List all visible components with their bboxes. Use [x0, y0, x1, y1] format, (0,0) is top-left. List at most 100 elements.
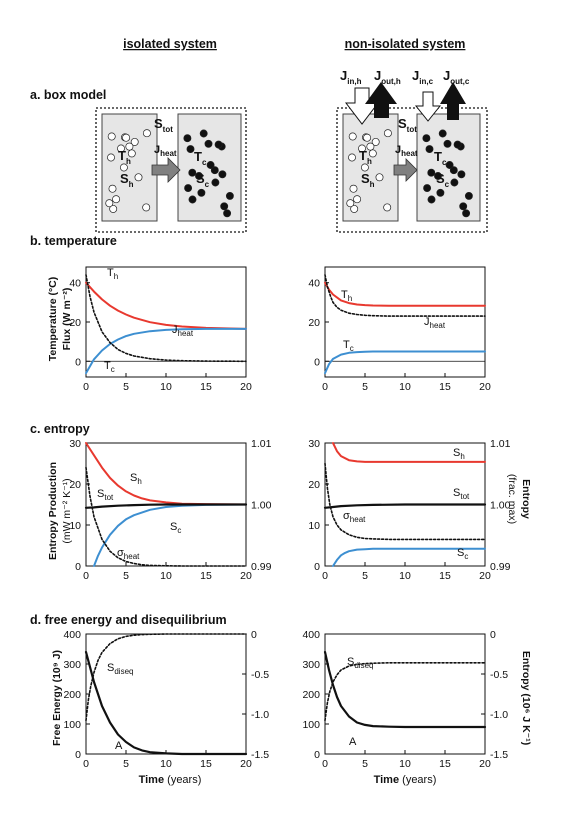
- particle: [427, 168, 436, 177]
- x-tick-label: 5: [123, 570, 129, 582]
- svg-text:Stot: Stot: [398, 116, 417, 134]
- x-tick-label: 20: [240, 381, 252, 393]
- heat-flow-arrow: [151, 157, 181, 183]
- particle: [383, 203, 392, 212]
- particle: [108, 184, 117, 193]
- x-tick-label: 0: [322, 570, 328, 582]
- particle: [453, 140, 462, 149]
- output-arrow-cold: [440, 82, 466, 120]
- particle: [438, 129, 447, 138]
- plot-frame: [324, 266, 486, 378]
- particle: [197, 188, 206, 197]
- series-A: [84, 650, 248, 756]
- panel-b-isolated: 0 5 10 15 20 0 20 40: [69, 266, 252, 393]
- particle: [199, 129, 208, 138]
- particle: [127, 149, 136, 158]
- entropy-abs-axis-title: Entropy (10⁶ J K⁻¹): [520, 651, 532, 745]
- section-b-label: b. temperature: [30, 234, 117, 248]
- particle: [348, 153, 356, 162]
- particle: [353, 195, 362, 204]
- label-A: A: [115, 740, 123, 752]
- cold-particles: [422, 129, 473, 218]
- curve-labels: Th Tc Jheat Th Tc Jheat Sh Stot Sc σheat…: [97, 267, 470, 752]
- y-tick-label: 100: [63, 719, 81, 731]
- particle: [449, 166, 458, 175]
- label-tot: tot: [163, 125, 174, 134]
- particle: [184, 184, 193, 193]
- label-Sc: Sc: [170, 521, 181, 535]
- x-tick-label: 20: [479, 381, 491, 393]
- particle: [206, 161, 215, 169]
- label-Jheat: Jheat: [172, 324, 194, 338]
- panel-b-non-isolated: 0 5 10 15 20 0 20 40: [308, 266, 491, 393]
- y-tick-label: 0: [314, 749, 320, 761]
- particle: [112, 195, 121, 204]
- particle: [371, 137, 380, 146]
- y-tick-label: 20: [69, 479, 81, 491]
- particle: [210, 166, 219, 175]
- series-Sdiseq: [324, 661, 486, 722]
- x-tick-label: 0: [322, 381, 328, 393]
- series-Stot: [84, 503, 248, 509]
- hot-particles: [346, 129, 392, 213]
- label-S: S: [154, 116, 163, 131]
- x-tick-label: 0: [83, 758, 89, 770]
- particle: [462, 209, 471, 218]
- particle: [183, 134, 192, 143]
- particle: [459, 202, 468, 211]
- x-tick-label: 0: [83, 570, 89, 582]
- particle: [186, 145, 195, 154]
- x-tick-label: 20: [240, 758, 252, 770]
- series-Stot: [323, 503, 487, 509]
- svg-text:Sc: Sc: [436, 171, 450, 189]
- svg-text:Jin,c: Jin,c: [412, 68, 434, 86]
- svg-text:Jin,h: Jin,h: [340, 68, 362, 86]
- particle: [425, 145, 434, 154]
- series-Th: [85, 281, 247, 330]
- heat-flow-arrow: [393, 158, 418, 182]
- right-y-tick-label: 0: [490, 629, 496, 641]
- ent-prod-axis-unit: (mW m⁻² K⁻¹): [61, 478, 73, 543]
- header-isolated: isolated system: [123, 37, 217, 51]
- label-Sdiseq: Sdiseq: [107, 662, 133, 676]
- x-tick-label: 10: [399, 570, 411, 582]
- particle: [188, 195, 197, 204]
- particle: [366, 142, 375, 151]
- svg-text:Stot: Stot: [154, 116, 173, 134]
- series-Jheat: [85, 274, 247, 363]
- label-Jheat: Jheat: [424, 316, 446, 330]
- ent-frac-axis-title: Entropy: [520, 479, 532, 519]
- right-y-tick-label: -1.5: [490, 749, 508, 761]
- particle: [105, 199, 114, 208]
- box-model-isolated: Stot Th Sh Jheat Tc Sc: [95, 107, 247, 233]
- ent-frac-axis-unit: (frac. max): [506, 474, 518, 524]
- y-tick-label: 40: [69, 278, 81, 290]
- particle: [445, 161, 454, 169]
- series-sigma-heat: [324, 462, 486, 541]
- x-tick-label: 5: [362, 758, 368, 770]
- series-Sdiseq: [85, 633, 247, 722]
- x-tick-label: 15: [200, 381, 212, 393]
- right-y-tick-label: 0: [251, 629, 257, 641]
- particle: [346, 199, 355, 208]
- y-tick-label: 30: [308, 438, 320, 450]
- series-sigma-heat: [85, 466, 247, 567]
- axis-titles: Temperature (°C) Flux (W m⁻²) Entropy Pr…: [47, 277, 532, 786]
- right-y-tick-label: 1.01: [251, 438, 272, 450]
- y-tick-label: 0: [314, 356, 320, 368]
- y-tick-label: 200: [302, 689, 320, 701]
- particle: [450, 178, 459, 187]
- particle: [363, 133, 372, 142]
- label-Sh: Sh: [130, 472, 142, 486]
- x-tick-label: 15: [200, 758, 212, 770]
- particle: [427, 195, 436, 204]
- particle: [464, 191, 473, 200]
- output-arrow-hot: [365, 82, 397, 118]
- particle: [107, 132, 116, 141]
- label-Th: Th: [107, 267, 118, 281]
- svg-text:Sc: Sc: [196, 171, 210, 189]
- input-arrow-hot: [344, 87, 380, 125]
- particle: [423, 184, 432, 193]
- particle: [220, 202, 229, 211]
